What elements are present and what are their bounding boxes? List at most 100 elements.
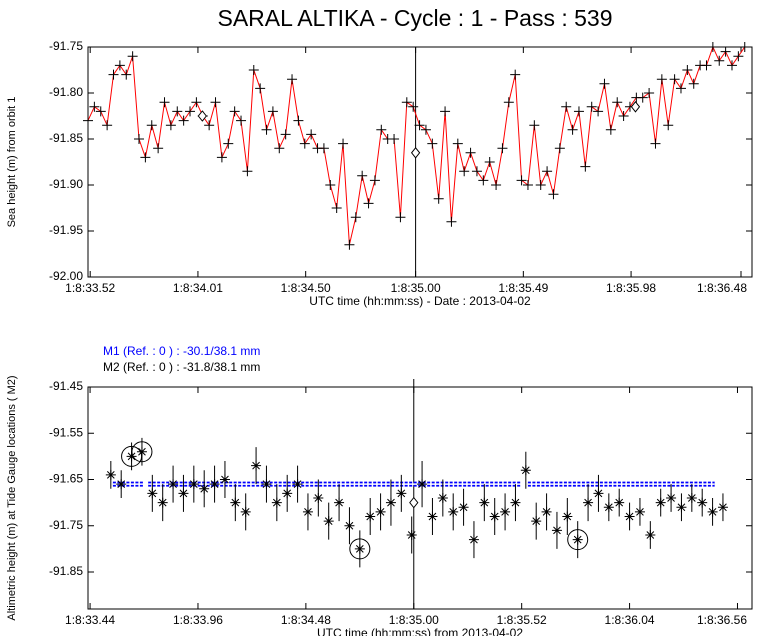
- plus-marker: [146, 120, 157, 131]
- plus-marker: [357, 170, 368, 181]
- asterisk-marker: [344, 520, 355, 531]
- asterisk-marker: [147, 488, 158, 499]
- x-tick-label: 1:8:36.04: [605, 613, 655, 627]
- asterisk-marker: [562, 511, 573, 522]
- plus-marker: [185, 106, 196, 117]
- plus-marker: [159, 97, 170, 108]
- asterisk-marker: [261, 479, 272, 490]
- asterisk-marker: [634, 506, 645, 517]
- asterisk-marker: [593, 488, 604, 499]
- plus-marker: [675, 83, 686, 94]
- asterisk-marker: [323, 516, 334, 527]
- plus-marker: [688, 78, 699, 89]
- asterisk-marker: [406, 530, 417, 540]
- x-axis-label: UTC time (hh:mm:ss) from 2013-04-02: [317, 626, 523, 636]
- asterisk-marker: [188, 479, 199, 490]
- circled-point: [121, 445, 143, 467]
- asterisk-marker: [168, 479, 179, 490]
- plus-marker: [306, 129, 317, 140]
- x-tick-label: 1:8:34.48: [281, 613, 331, 627]
- plus-marker: [522, 180, 533, 190]
- plus-marker: [369, 175, 380, 186]
- plus-marker: [484, 157, 495, 167]
- y-axis-label: Sea height (m) from orbit 1: [6, 97, 18, 228]
- asterisk-marker: [292, 479, 303, 490]
- plus-marker: [720, 46, 731, 57]
- plus-marker: [669, 74, 680, 85]
- plus-marker: [153, 143, 164, 154]
- plus-marker: [89, 101, 100, 112]
- plus-marker: [95, 106, 106, 117]
- asterisk-marker: [354, 543, 365, 554]
- plus-marker: [127, 51, 138, 62]
- plus-marker: [242, 166, 253, 177]
- asterisk-marker: [510, 497, 521, 508]
- asterisk-marker: [479, 497, 490, 508]
- plus-marker: [554, 143, 565, 154]
- plot-frame: [87, 46, 753, 278]
- plus-marker: [427, 138, 438, 149]
- plus-marker: [567, 124, 578, 135]
- asterisk-marker: [686, 493, 697, 503]
- plus-marker: [204, 120, 215, 131]
- plus-marker: [140, 152, 151, 163]
- plus-marker: [318, 143, 329, 154]
- plus-marker: [344, 239, 355, 250]
- asterisk-marker: [219, 474, 230, 485]
- asterisk-marker: [655, 497, 666, 508]
- plus-marker: [350, 212, 361, 223]
- diamond-marker: [630, 100, 641, 113]
- annotation: M2 (Ref. : 0 ) : -31.8/38.1 mm: [103, 360, 260, 374]
- x-tick-label: 1:8:35.00: [389, 613, 439, 627]
- asterisk-marker: [375, 506, 386, 517]
- page-title: SARAL ALTIKA - Cycle : 1 - Pass : 539: [218, 5, 613, 31]
- plus-marker: [529, 120, 540, 131]
- x-tick-label: 1:8:34.01: [173, 281, 223, 295]
- plus-marker: [682, 65, 693, 75]
- asterisk-marker: [271, 497, 282, 508]
- asterisk-marker: [251, 460, 262, 471]
- asterisk-marker: [603, 502, 614, 513]
- asterisk-marker: [105, 469, 116, 480]
- asterisk-marker: [209, 479, 220, 490]
- plus-marker: [459, 166, 470, 177]
- x-tick-label: 1:8:33.96: [173, 613, 223, 627]
- asterisk-marker: [583, 497, 594, 508]
- plus-marker: [491, 180, 502, 190]
- asterisk-marker: [645, 530, 656, 540]
- y-axis-label: Altimetric height (m) at Tide Gauge loca…: [6, 375, 18, 620]
- asterisk-marker: [313, 493, 324, 503]
- asterisk-marker: [707, 506, 718, 517]
- plus-marker: [465, 147, 476, 158]
- asterisk-marker: [437, 493, 448, 503]
- asterisk-marker: [427, 511, 438, 522]
- plus-marker: [134, 134, 145, 144]
- asterisk-marker: [157, 497, 168, 508]
- plus-marker: [471, 166, 482, 177]
- x-axis-label: UTC time (hh:mm:ss) - Date : 2013-04-02: [309, 294, 531, 308]
- plus-marker: [548, 189, 559, 200]
- diamond-marker: [410, 146, 421, 159]
- plus-marker: [599, 78, 610, 89]
- plus-marker: [516, 175, 527, 186]
- asterisk-marker: [417, 479, 428, 490]
- asterisk-marker: [666, 493, 677, 503]
- plus-marker: [714, 55, 725, 66]
- y-tick-label: -91.65: [49, 472, 83, 486]
- plus-marker: [102, 120, 113, 131]
- plus-marker: [338, 138, 349, 149]
- plus-marker: [440, 106, 451, 117]
- asterisk-marker: [500, 506, 511, 517]
- asterisk-marker: [240, 506, 251, 517]
- plus-marker: [121, 69, 132, 80]
- plus-marker: [637, 92, 648, 103]
- x-tick-label: 1:8:33.44: [65, 613, 115, 627]
- y-tick-label: -91.95: [49, 223, 83, 237]
- plus-marker: [165, 120, 176, 131]
- asterisk-marker: [531, 516, 542, 527]
- asterisk-marker: [302, 506, 313, 517]
- plus-marker: [83, 115, 93, 126]
- circled-point: [131, 441, 153, 463]
- plus-marker: [172, 106, 183, 117]
- plus-marker: [739, 42, 750, 52]
